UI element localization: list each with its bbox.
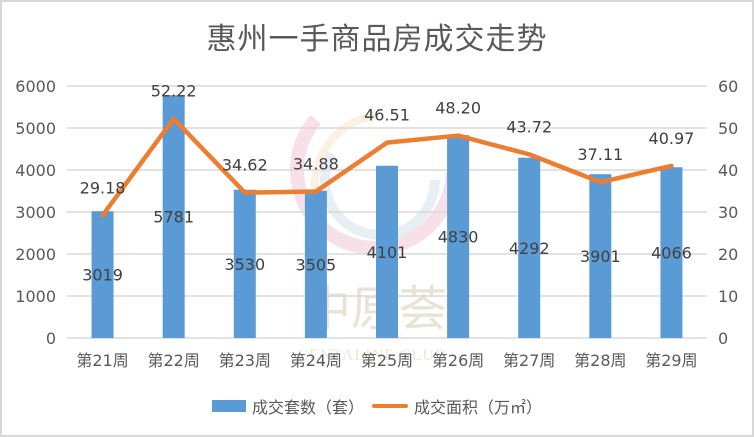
y-left-tick-label: 6000 bbox=[15, 77, 56, 96]
line-value-label: 34.88 bbox=[293, 155, 339, 174]
y-right-tick-label: 0 bbox=[718, 329, 728, 348]
bar-value-label: 3505 bbox=[296, 255, 337, 274]
y-left-tick-label: 5000 bbox=[15, 119, 56, 138]
x-axis: 第21周 第22周 第23周 第24周 第25周 第26周 第27周 第28周 第29周 bbox=[76, 351, 697, 370]
legend-swatch-bar bbox=[211, 400, 246, 412]
bar-value-label: 3901 bbox=[580, 247, 621, 266]
legend: 成交套数（套） 成交面积（万㎡） bbox=[0, 394, 754, 418]
y-right-tick-label: 40 bbox=[718, 161, 738, 180]
bar-value-label: 4830 bbox=[438, 228, 479, 247]
bar-value-label: 3530 bbox=[224, 255, 265, 274]
bar bbox=[518, 157, 541, 338]
bar-value-label: 5781 bbox=[153, 208, 194, 227]
line-path bbox=[100, 116, 674, 218]
bar bbox=[91, 211, 114, 338]
bar-value-label: 3019 bbox=[82, 266, 123, 285]
bar bbox=[376, 165, 398, 338]
y-right-tick-label: 50 bbox=[718, 119, 738, 138]
y-axis-left: 0 1000 2000 3000 4000 5000 6000 bbox=[15, 77, 56, 348]
x-tick-label: 第21周 bbox=[76, 351, 128, 370]
bar bbox=[589, 174, 612, 338]
bar bbox=[660, 167, 683, 338]
bar bbox=[447, 135, 470, 338]
bar-value-label: 4066 bbox=[651, 244, 692, 263]
watermark-subtext: CENTALINE CLUB bbox=[297, 347, 446, 364]
line-value-label: 29.18 bbox=[80, 178, 126, 197]
legend-label-line: 成交面积（万㎡） bbox=[414, 398, 543, 417]
line-value-label: 40.97 bbox=[649, 129, 695, 148]
y-right-tick-label: 10 bbox=[718, 287, 738, 306]
x-tick-label: 第26周 bbox=[432, 351, 484, 370]
line-value-label: 43.72 bbox=[506, 117, 552, 136]
legend-item-bar: 成交套数（套） bbox=[211, 394, 364, 418]
legend-label-bar: 成交套数（套） bbox=[251, 398, 364, 417]
line-value-label: 46.51 bbox=[364, 106, 410, 125]
line-value-label: 34.62 bbox=[222, 156, 268, 175]
data-labels: 3019 5781 3530 3505 4101 4830 4292 3901 4066 29.1… bbox=[80, 82, 695, 285]
x-tick-label: 第29周 bbox=[645, 351, 697, 370]
bar-value-label: 4101 bbox=[367, 243, 408, 262]
chart-title: 惠州一手商品房成交走势 bbox=[206, 22, 548, 57]
x-tick-label: 第23周 bbox=[219, 351, 271, 370]
line-series bbox=[100, 116, 674, 218]
x-tick-label: 第27周 bbox=[503, 351, 555, 370]
y-left-tick-label: 4000 bbox=[15, 161, 56, 180]
line-value-label: 37.11 bbox=[577, 145, 623, 164]
x-tick-label: 第25周 bbox=[361, 351, 413, 370]
y-right-tick-label: 60 bbox=[718, 77, 738, 96]
y-left-tick-label: 0 bbox=[46, 329, 56, 348]
y-left-tick-label: 1000 bbox=[15, 287, 56, 306]
legend-swatch-line bbox=[372, 404, 408, 408]
y-right-tick-label: 30 bbox=[718, 203, 738, 222]
x-tick-label: 第22周 bbox=[147, 351, 199, 370]
line-value-label: 52.22 bbox=[151, 82, 197, 101]
x-tick-label: 第24周 bbox=[290, 351, 342, 370]
y-right-tick-label: 20 bbox=[718, 245, 738, 264]
bar-series bbox=[91, 95, 683, 338]
watermark-text: 中原荟 bbox=[303, 281, 447, 337]
x-tick-label: 第28周 bbox=[574, 351, 626, 370]
bar bbox=[304, 190, 327, 338]
bar-value-label: 4292 bbox=[509, 239, 550, 258]
bar bbox=[233, 189, 256, 338]
bar bbox=[162, 95, 185, 338]
y-left-tick-label: 3000 bbox=[15, 203, 56, 222]
legend-item-line: 成交面积（万㎡） bbox=[372, 394, 542, 418]
y-left-tick-label: 2000 bbox=[15, 245, 56, 264]
line-value-label: 48.20 bbox=[435, 99, 481, 118]
y-axis-right: 0 10 20 30 40 50 60 bbox=[718, 77, 738, 348]
